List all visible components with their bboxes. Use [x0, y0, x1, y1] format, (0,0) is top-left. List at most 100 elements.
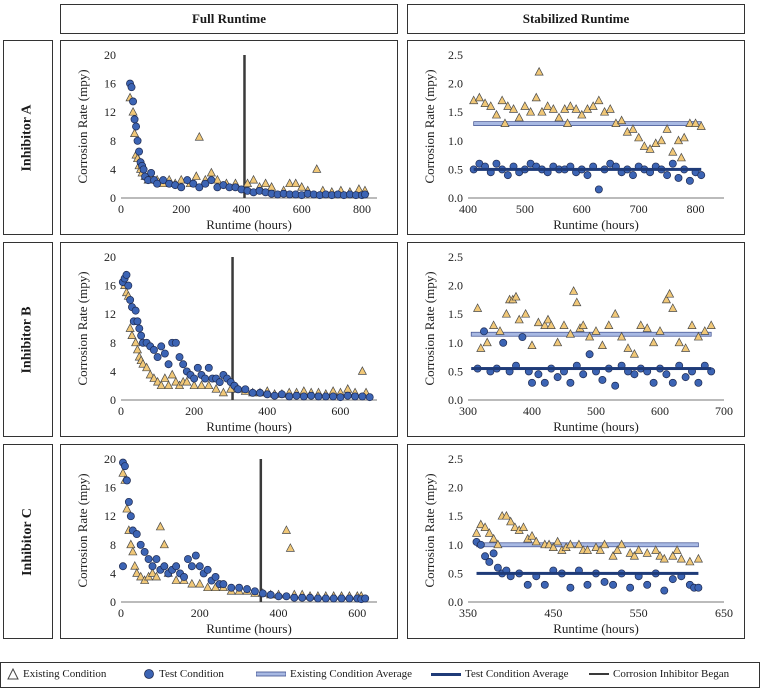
test-point — [235, 583, 244, 592]
test-point — [248, 388, 257, 397]
test-point — [139, 165, 148, 174]
legend-test: Test Condition — [143, 668, 224, 680]
test-point — [274, 592, 283, 601]
existing-point — [482, 337, 492, 347]
existing-point — [553, 536, 563, 546]
test-point — [180, 573, 188, 581]
chart-svg: 0.0 0.5 1.0 1.5 2.0 2.5 300 400 500 600 700 Runtime… — [422, 250, 733, 434]
y-tick-label: 1.0 — [448, 134, 463, 148]
test-point — [149, 345, 158, 354]
row-header-label: Inhibitor C — [20, 507, 36, 576]
existing-point — [486, 101, 496, 110]
x-tick-label: 600 — [331, 404, 349, 418]
col-header-stabilized-runtime: Stabilized Runtime — [407, 4, 745, 34]
existing-point — [597, 340, 607, 350]
existing-point — [543, 101, 553, 110]
existing-point — [476, 343, 486, 352]
legend-inhibitor-began: Corrosion Inhibitor Began — [589, 668, 729, 680]
test-point — [313, 594, 322, 603]
existing-point — [533, 317, 543, 327]
existing-point — [203, 582, 213, 592]
test-point — [164, 360, 173, 369]
test-point — [361, 190, 369, 199]
test-point — [290, 593, 299, 602]
test-point — [306, 593, 314, 602]
test-point — [681, 373, 690, 382]
test-point — [172, 562, 181, 571]
test-point — [153, 353, 162, 362]
existing-point — [591, 326, 601, 335]
test-point — [553, 373, 562, 382]
existing-point — [655, 550, 665, 560]
existing-point — [571, 104, 581, 113]
x-tick-label: 800 — [353, 202, 371, 216]
test-point — [191, 551, 200, 560]
row-header-inhibitor-a: Inhibitor A — [3, 40, 53, 235]
test-point — [643, 580, 652, 589]
existing-point — [642, 323, 652, 332]
test-point — [159, 176, 168, 185]
existing-point — [218, 387, 228, 397]
test-point — [124, 497, 133, 506]
test-average-line — [473, 167, 702, 171]
existing-point — [594, 95, 604, 105]
existing-point — [484, 528, 494, 537]
test-point — [234, 385, 242, 394]
x-tick-label: 600 — [651, 404, 669, 418]
existing-point — [489, 320, 499, 329]
test-point — [365, 393, 374, 402]
existing-point — [520, 101, 530, 110]
existing-point — [565, 328, 575, 338]
y-tick-label: 2.5 — [448, 250, 463, 264]
test-average-line — [471, 367, 712, 371]
test-point — [292, 391, 301, 400]
test-point — [611, 381, 620, 390]
existing-point — [634, 132, 644, 142]
existing-point — [588, 101, 598, 110]
test-point — [337, 594, 346, 603]
existing-point — [565, 101, 575, 110]
x-tick-label: 200 — [191, 606, 209, 620]
test-point — [321, 392, 330, 401]
test-point — [201, 179, 210, 188]
existing-point — [685, 556, 695, 566]
x-tick-label: 300 — [459, 404, 477, 418]
chart-inhibitor-a-stabilized: 0.0 0.5 1.0 1.5 2.0 2.5 400 500 600 700 800 Runtime… — [407, 40, 745, 235]
existing-point — [659, 553, 669, 563]
x-tick-label: 500 — [516, 202, 534, 216]
test-point — [600, 578, 609, 586]
y-tick-label: 2.0 — [448, 77, 463, 91]
y-tick-label: 1.0 — [448, 538, 463, 552]
test-point — [215, 378, 224, 387]
existing-point — [473, 303, 483, 312]
existing-point — [685, 118, 695, 127]
test-point — [201, 374, 210, 383]
existing-point — [514, 314, 524, 324]
y-tick-label: 16 — [104, 77, 116, 91]
y-tick-label: 2.5 — [448, 48, 463, 62]
test-point — [361, 594, 370, 603]
row-header-label: Inhibitor A — [20, 103, 36, 172]
y-axis-label: Corrosion Rate (mpy) — [75, 69, 90, 183]
existing-point — [531, 536, 541, 546]
y-tick-label: 8 — [110, 538, 116, 552]
test-point — [126, 512, 135, 521]
test-point — [583, 171, 592, 180]
existing-point — [548, 104, 558, 113]
test-point — [203, 565, 212, 574]
test-point — [147, 169, 156, 177]
existing-point — [608, 550, 618, 560]
test-point — [594, 185, 603, 194]
existing-point — [591, 542, 601, 552]
test-point — [135, 147, 144, 156]
test-point — [285, 392, 294, 401]
existing-point — [531, 92, 541, 102]
existing-point — [662, 124, 672, 133]
x-axis-label: Runtime (hours) — [206, 621, 292, 636]
existing-point — [543, 314, 553, 324]
existing-point — [605, 104, 615, 113]
existing-point — [291, 178, 301, 188]
existing-point — [476, 519, 486, 529]
x-tick-label: 550 — [630, 606, 648, 620]
